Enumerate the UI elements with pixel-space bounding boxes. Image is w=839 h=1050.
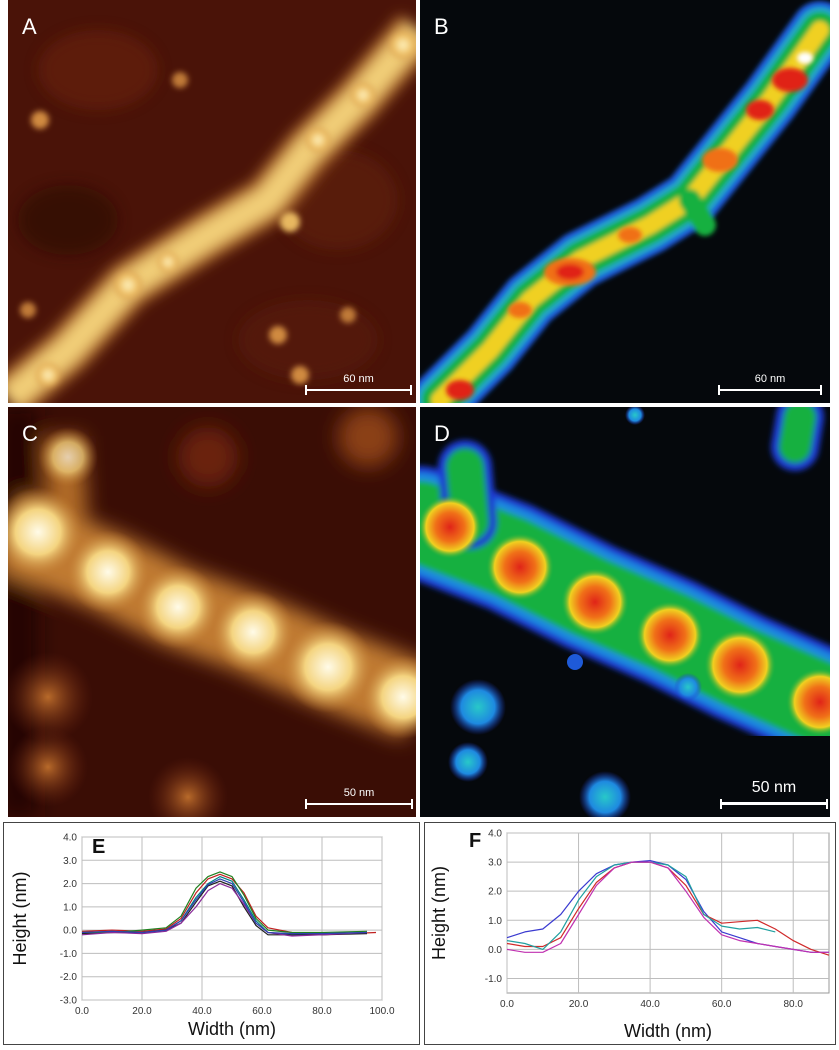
y-tick-label: -2.0 — [60, 972, 78, 983]
plot-area — [81, 836, 383, 1001]
x-axis-label: Width (nm) — [624, 1021, 712, 1041]
scale-bar-a: 60 nm — [305, 369, 412, 395]
panel-label-c: C — [22, 421, 38, 446]
y-axis-label: Height (nm) — [429, 866, 449, 960]
plot-area — [506, 832, 830, 994]
chart-f-svg: 0.0 20.0 40.0 60.0 80.0 4.0 3.0 2.0 1.0 0.0 -1.0 F W… — [429, 829, 830, 1041]
x-tick-label: 40.0 — [640, 999, 660, 1010]
height-profile-chart-f: 0.0 20.0 40.0 60.0 80.0 4.0 3.0 2.0 1.0 0.0 -1.0 F W… — [424, 822, 836, 1045]
height-map-b: B 60 nm — [420, 0, 830, 403]
y-tick-label: 4.0 — [488, 829, 502, 840]
y-tick-label: -1.0 — [485, 974, 503, 985]
series-line — [506, 861, 829, 953]
y-tick-label: -3.0 — [60, 996, 78, 1007]
x-tick-label: 60.0 — [712, 999, 732, 1010]
x-tick-label: 60.0 — [252, 1006, 272, 1017]
y-tick-label: 1.0 — [488, 916, 502, 927]
x-tick-label: 20.0 — [569, 999, 589, 1010]
series-line — [82, 871, 368, 934]
y-tick-label: 0.0 — [63, 926, 77, 937]
panel-label-b: B — [434, 14, 449, 39]
x-tick-label: 80.0 — [783, 999, 803, 1010]
y-tick-label: 2.0 — [488, 887, 502, 898]
panel-label-a: A — [22, 14, 37, 39]
height-map-d: D 50 nm — [420, 407, 830, 817]
y-tick-label: -1.0 — [60, 949, 78, 960]
chart-e-svg: 0.0 20.0 40.0 60.0 80.0 100.04.03.02.01.00.0-… — [10, 833, 395, 1040]
y-tick-label: 0.0 — [488, 945, 502, 956]
chart-title: F — [469, 830, 481, 852]
y-tick-label: 2.0 — [63, 879, 77, 890]
y-tick-label: 3.0 — [488, 858, 502, 869]
height-profile-chart-e: 0.0 20.0 40.0 60.0 80.0 100.0 4.0 3.0 2.0 1.0 0.0-… — [3, 822, 420, 1045]
x-tick-label: 20.0 — [132, 1006, 152, 1017]
scale-bar-b: 60 nm — [718, 369, 822, 395]
y-tick-label: 4.0 — [63, 833, 77, 844]
scale-bar-c: 50 nm — [305, 783, 413, 809]
x-tick-label: 0.0 — [500, 999, 514, 1010]
afm-image-a: A 60 nm — [8, 0, 416, 403]
x-tick-label: 40.0 — [192, 1006, 212, 1017]
x-tick-label: 80.0 — [312, 1006, 332, 1017]
panel-label-d: D — [434, 421, 450, 446]
y-axis-label: Height (nm) — [10, 871, 30, 965]
y-tick-label: 1.0 — [63, 902, 77, 913]
series-line — [81, 882, 368, 937]
chart-title: E — [92, 836, 105, 858]
x-tick-label: 100.0 — [369, 1006, 394, 1017]
series-line — [81, 873, 377, 936]
scale-bar-d: 50 nm — [720, 779, 828, 809]
x-tick-label: 0.0 — [75, 1006, 89, 1017]
y-tick-label: 3.0 — [63, 856, 77, 867]
afm-image-c: C 50 nm — [8, 407, 416, 817]
series-line — [81, 878, 368, 935]
x-axis-label: Width (nm) — [188, 1019, 276, 1039]
